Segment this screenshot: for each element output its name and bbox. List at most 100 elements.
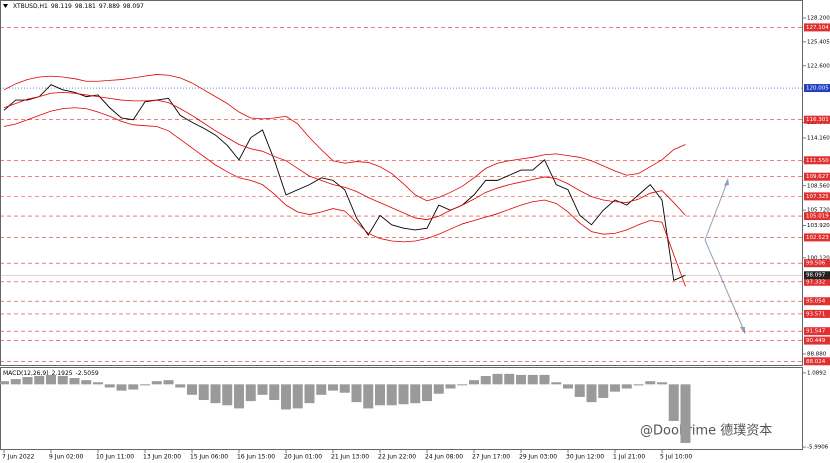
price-label: 98.097 bbox=[806, 273, 826, 279]
x-tick-label: 13 Jun 20:00 bbox=[143, 454, 181, 461]
macd-bar bbox=[93, 382, 103, 385]
header-value: 98.119 bbox=[51, 3, 72, 10]
macd-bar bbox=[222, 384, 233, 406]
level-label: 107.325 bbox=[806, 194, 829, 200]
level-label: 111.550 bbox=[806, 158, 829, 164]
macd-bar bbox=[81, 380, 92, 385]
macd-bar bbox=[339, 384, 350, 393]
y-tick-label: 108.560 bbox=[807, 183, 830, 189]
y-tick-label: 122.600 bbox=[807, 63, 830, 69]
level-label: 109.627 bbox=[806, 174, 829, 180]
header-value: XTBUSD,H1 bbox=[13, 3, 48, 10]
macd-bar bbox=[163, 380, 174, 385]
level-label: 102.523 bbox=[806, 235, 829, 241]
menu-arrow bbox=[3, 4, 8, 8]
macd-bar bbox=[504, 373, 515, 385]
macd-bar bbox=[457, 384, 468, 386]
macd-bar bbox=[128, 384, 139, 390]
macd-bar bbox=[175, 384, 186, 388]
level-tag bbox=[804, 23, 830, 32]
header-value: 98.181 bbox=[75, 3, 96, 10]
y-tick-label: 114.160 bbox=[807, 135, 830, 141]
level-tag bbox=[804, 115, 830, 124]
x-tick-label: 20 Jun 01:00 bbox=[284, 454, 322, 461]
level-label: 91.547 bbox=[806, 329, 826, 335]
macd-bar bbox=[445, 384, 456, 389]
level-label: 116.301 bbox=[806, 117, 829, 123]
series-line bbox=[3, 74, 686, 202]
level-label: 127.104 bbox=[806, 25, 829, 31]
level-tag bbox=[804, 192, 830, 201]
macd-bar bbox=[10, 379, 21, 385]
macd-bar bbox=[281, 384, 291, 410]
macd-bar bbox=[104, 384, 115, 388]
series-line bbox=[3, 84, 686, 281]
macd-bar bbox=[198, 384, 209, 401]
x-tick-label: 21 Jun 13:00 bbox=[331, 454, 369, 461]
macd-bar bbox=[46, 374, 56, 385]
level-label: 99.506 bbox=[806, 261, 826, 267]
header: XTBUSD,H1 98.119 98.181 97.889 98.097 bbox=[3, 3, 144, 10]
x-tick-label: 27 Jun 17:00 bbox=[472, 454, 510, 461]
pivot-label: 120.005 bbox=[806, 86, 829, 92]
macd-bar bbox=[269, 384, 280, 401]
macd-bar bbox=[433, 384, 444, 394]
macd-bar bbox=[210, 384, 221, 404]
macd-bar bbox=[234, 384, 244, 409]
y-tick-label: 128.200 bbox=[807, 16, 830, 22]
arrow-head bbox=[724, 178, 729, 186]
macd-bar bbox=[316, 384, 327, 395]
macd-bar bbox=[375, 384, 385, 406]
level-tag bbox=[804, 233, 830, 242]
macd-bar bbox=[410, 384, 421, 404]
macd-bar bbox=[351, 384, 362, 403]
macd-bar bbox=[610, 384, 620, 392]
macd-bar bbox=[469, 380, 479, 385]
x-tick-label: 24 Jun 08:00 bbox=[425, 454, 463, 461]
macd-bar bbox=[140, 384, 150, 386]
macd-bar bbox=[680, 384, 691, 443]
macd-bar bbox=[574, 384, 585, 397]
macd-bar bbox=[586, 384, 597, 403]
x-tick-label: 29 Jun 03:00 bbox=[519, 454, 557, 461]
header-value: 98.097 bbox=[123, 3, 144, 10]
x-tick-label: 1 Jul 21:00 bbox=[613, 454, 645, 461]
level-tag bbox=[804, 212, 830, 221]
macd-text: -2.5059 bbox=[76, 370, 99, 377]
level-tag bbox=[804, 156, 830, 165]
macd-bar bbox=[598, 384, 609, 398]
macd-bar bbox=[328, 384, 338, 391]
level-tag bbox=[804, 336, 830, 345]
x-tick-label: 9 Jun 02:00 bbox=[49, 454, 83, 461]
price-tag bbox=[804, 271, 830, 280]
level-tag bbox=[804, 297, 830, 306]
macd-bar bbox=[0, 381, 9, 385]
level-tag bbox=[804, 327, 830, 336]
projection-down bbox=[704, 239, 746, 334]
macd-bar bbox=[257, 384, 268, 395]
level-label: 90.449 bbox=[806, 338, 826, 344]
watermark: @DooPrime 德璞资本 bbox=[640, 424, 772, 439]
macd-text: 2.1925 bbox=[52, 370, 73, 377]
macd-bar bbox=[363, 384, 374, 409]
macd-bar bbox=[492, 373, 503, 385]
y-tick-label: 125.405 bbox=[807, 39, 830, 45]
y-tick-label: 100.120 bbox=[807, 255, 830, 261]
pivot-tag bbox=[804, 84, 830, 93]
header-value: 97.889 bbox=[99, 3, 120, 10]
macd-bar bbox=[304, 384, 315, 404]
level-label: 105.019 bbox=[806, 214, 829, 220]
x-tick-label: 5 Jul 10:00 bbox=[660, 454, 692, 461]
macd-bar bbox=[116, 384, 127, 391]
level-tag bbox=[804, 259, 830, 268]
header-text: XTBUSD,H1 98.119 98.181 97.889 98.097 bbox=[13, 3, 144, 10]
x-tick-label: 7 Jun 2022 bbox=[2, 454, 34, 461]
macd-bar bbox=[527, 374, 538, 385]
macd-bar bbox=[151, 381, 162, 385]
level-label: 88.024 bbox=[806, 359, 826, 365]
macd-bar bbox=[69, 378, 80, 385]
x-tick-label: 16 Jun 15:00 bbox=[237, 454, 275, 461]
macd-bar bbox=[245, 384, 256, 402]
macd-bar bbox=[386, 384, 397, 406]
